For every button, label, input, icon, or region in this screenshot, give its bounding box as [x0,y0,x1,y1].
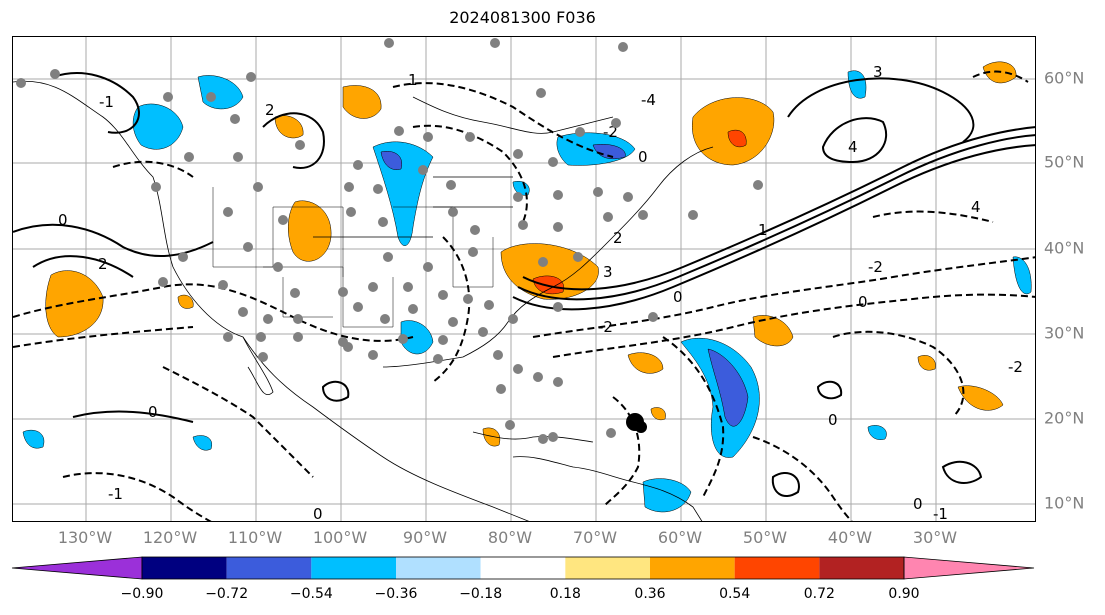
lat-label: 20°N [1044,408,1085,428]
contour-label: 4 [848,138,858,156]
colorbar-extend-low [11,556,143,580]
lat-label: 10°N [1044,493,1085,513]
contour-label: -1 [933,505,948,522]
contour-label: 0 [673,288,683,306]
contour-label: -1 [108,485,123,503]
contour-label: -1 [99,93,114,111]
contours-positive [13,72,1035,497]
colorbar-segment [480,557,566,579]
contour-label: 2 [98,255,108,273]
colorbar-segment [396,557,481,579]
map-panel: 1 -1 2 3 4 -4 -2 0 0 2 2 3 0 1 -2 0 -2 -… [12,36,1036,522]
colorbar-tick-label: −0.54 [289,586,333,602]
contour-label: 2 [265,101,275,119]
colorbar-tick-label: 0.72 [803,586,835,602]
colorbar-frame [141,556,905,580]
contour-label: -4 [641,91,656,109]
colorbar-segment [311,557,396,579]
colorbar-extend-high [903,556,1035,580]
contour-label: 0 [913,495,923,513]
colorbar-tick-label: −0.36 [374,586,418,602]
coastlines [13,80,714,521]
contour-label: 0 [58,211,68,229]
contour-label: 1 [408,71,418,89]
lat-label: 60°N [1044,68,1085,88]
lon-label: 30°W [912,528,958,547]
lon-label: 60°W [657,528,703,547]
colorbar-segment [226,557,312,579]
contour-label: 1 [758,221,768,239]
colorbar-tick-label: 0.90 [888,586,920,602]
plot-title: 2024081300 F036 [449,8,596,27]
lon-label: 110°W [227,528,283,547]
lon-label: 130°W [57,528,113,547]
state-borders [212,187,494,328]
contours-negative [13,70,1035,521]
contour-label: 3 [603,263,613,281]
contour-label: -2 [868,258,883,276]
colorbar-segment [819,557,904,579]
contour-label: 0 [828,411,838,429]
contour-label: 3 [873,63,883,81]
lon-label: 70°W [572,528,618,547]
contour-label: 0 [858,293,868,311]
colorbar-segment [565,557,650,579]
lat-label: 30°N [1044,323,1085,343]
colorbar [11,556,1035,580]
lon-label: 100°W [312,528,368,547]
colorbar-tick-label: 0.18 [549,586,581,602]
lon-label: 50°W [742,528,788,547]
storm-marker [626,413,647,433]
colorbar-segment [734,557,820,579]
lon-label: 90°W [402,528,448,547]
contour-label: 0 [313,505,323,522]
contour-label: -2 [598,318,613,336]
colorbar-segment [650,557,735,579]
contour-label: 4 [971,198,981,216]
colorbar-tick-label: −0.72 [205,586,249,602]
colorbar-segment [142,557,227,579]
lon-label: 120°W [142,528,198,547]
lon-label: 40°W [827,528,873,547]
contour-label: 2 [613,229,623,247]
map-canvas: 1 -1 2 3 4 -4 -2 0 0 2 2 3 0 1 -2 0 -2 -… [13,37,1035,522]
colorbar-tick-label: 0.54 [719,586,751,602]
colorbar-tick-label: −0.18 [459,586,503,602]
lat-label: 50°N [1044,152,1085,172]
contour-labels: 1 -1 2 3 4 -4 -2 0 0 2 2 3 0 1 -2 0 -2 -… [58,63,1023,522]
contour-label: -2 [1008,358,1023,376]
colorbar-segments [11,556,1035,580]
colorbar-tick-label: −0.90 [120,586,164,602]
colorbar-tick-label: 0.36 [634,586,666,602]
station-markers [16,38,763,444]
lon-label: 80°W [487,528,533,547]
contour-label: 0 [148,403,158,421]
lat-label: 40°N [1044,238,1085,258]
contour-label: 0 [638,148,648,166]
